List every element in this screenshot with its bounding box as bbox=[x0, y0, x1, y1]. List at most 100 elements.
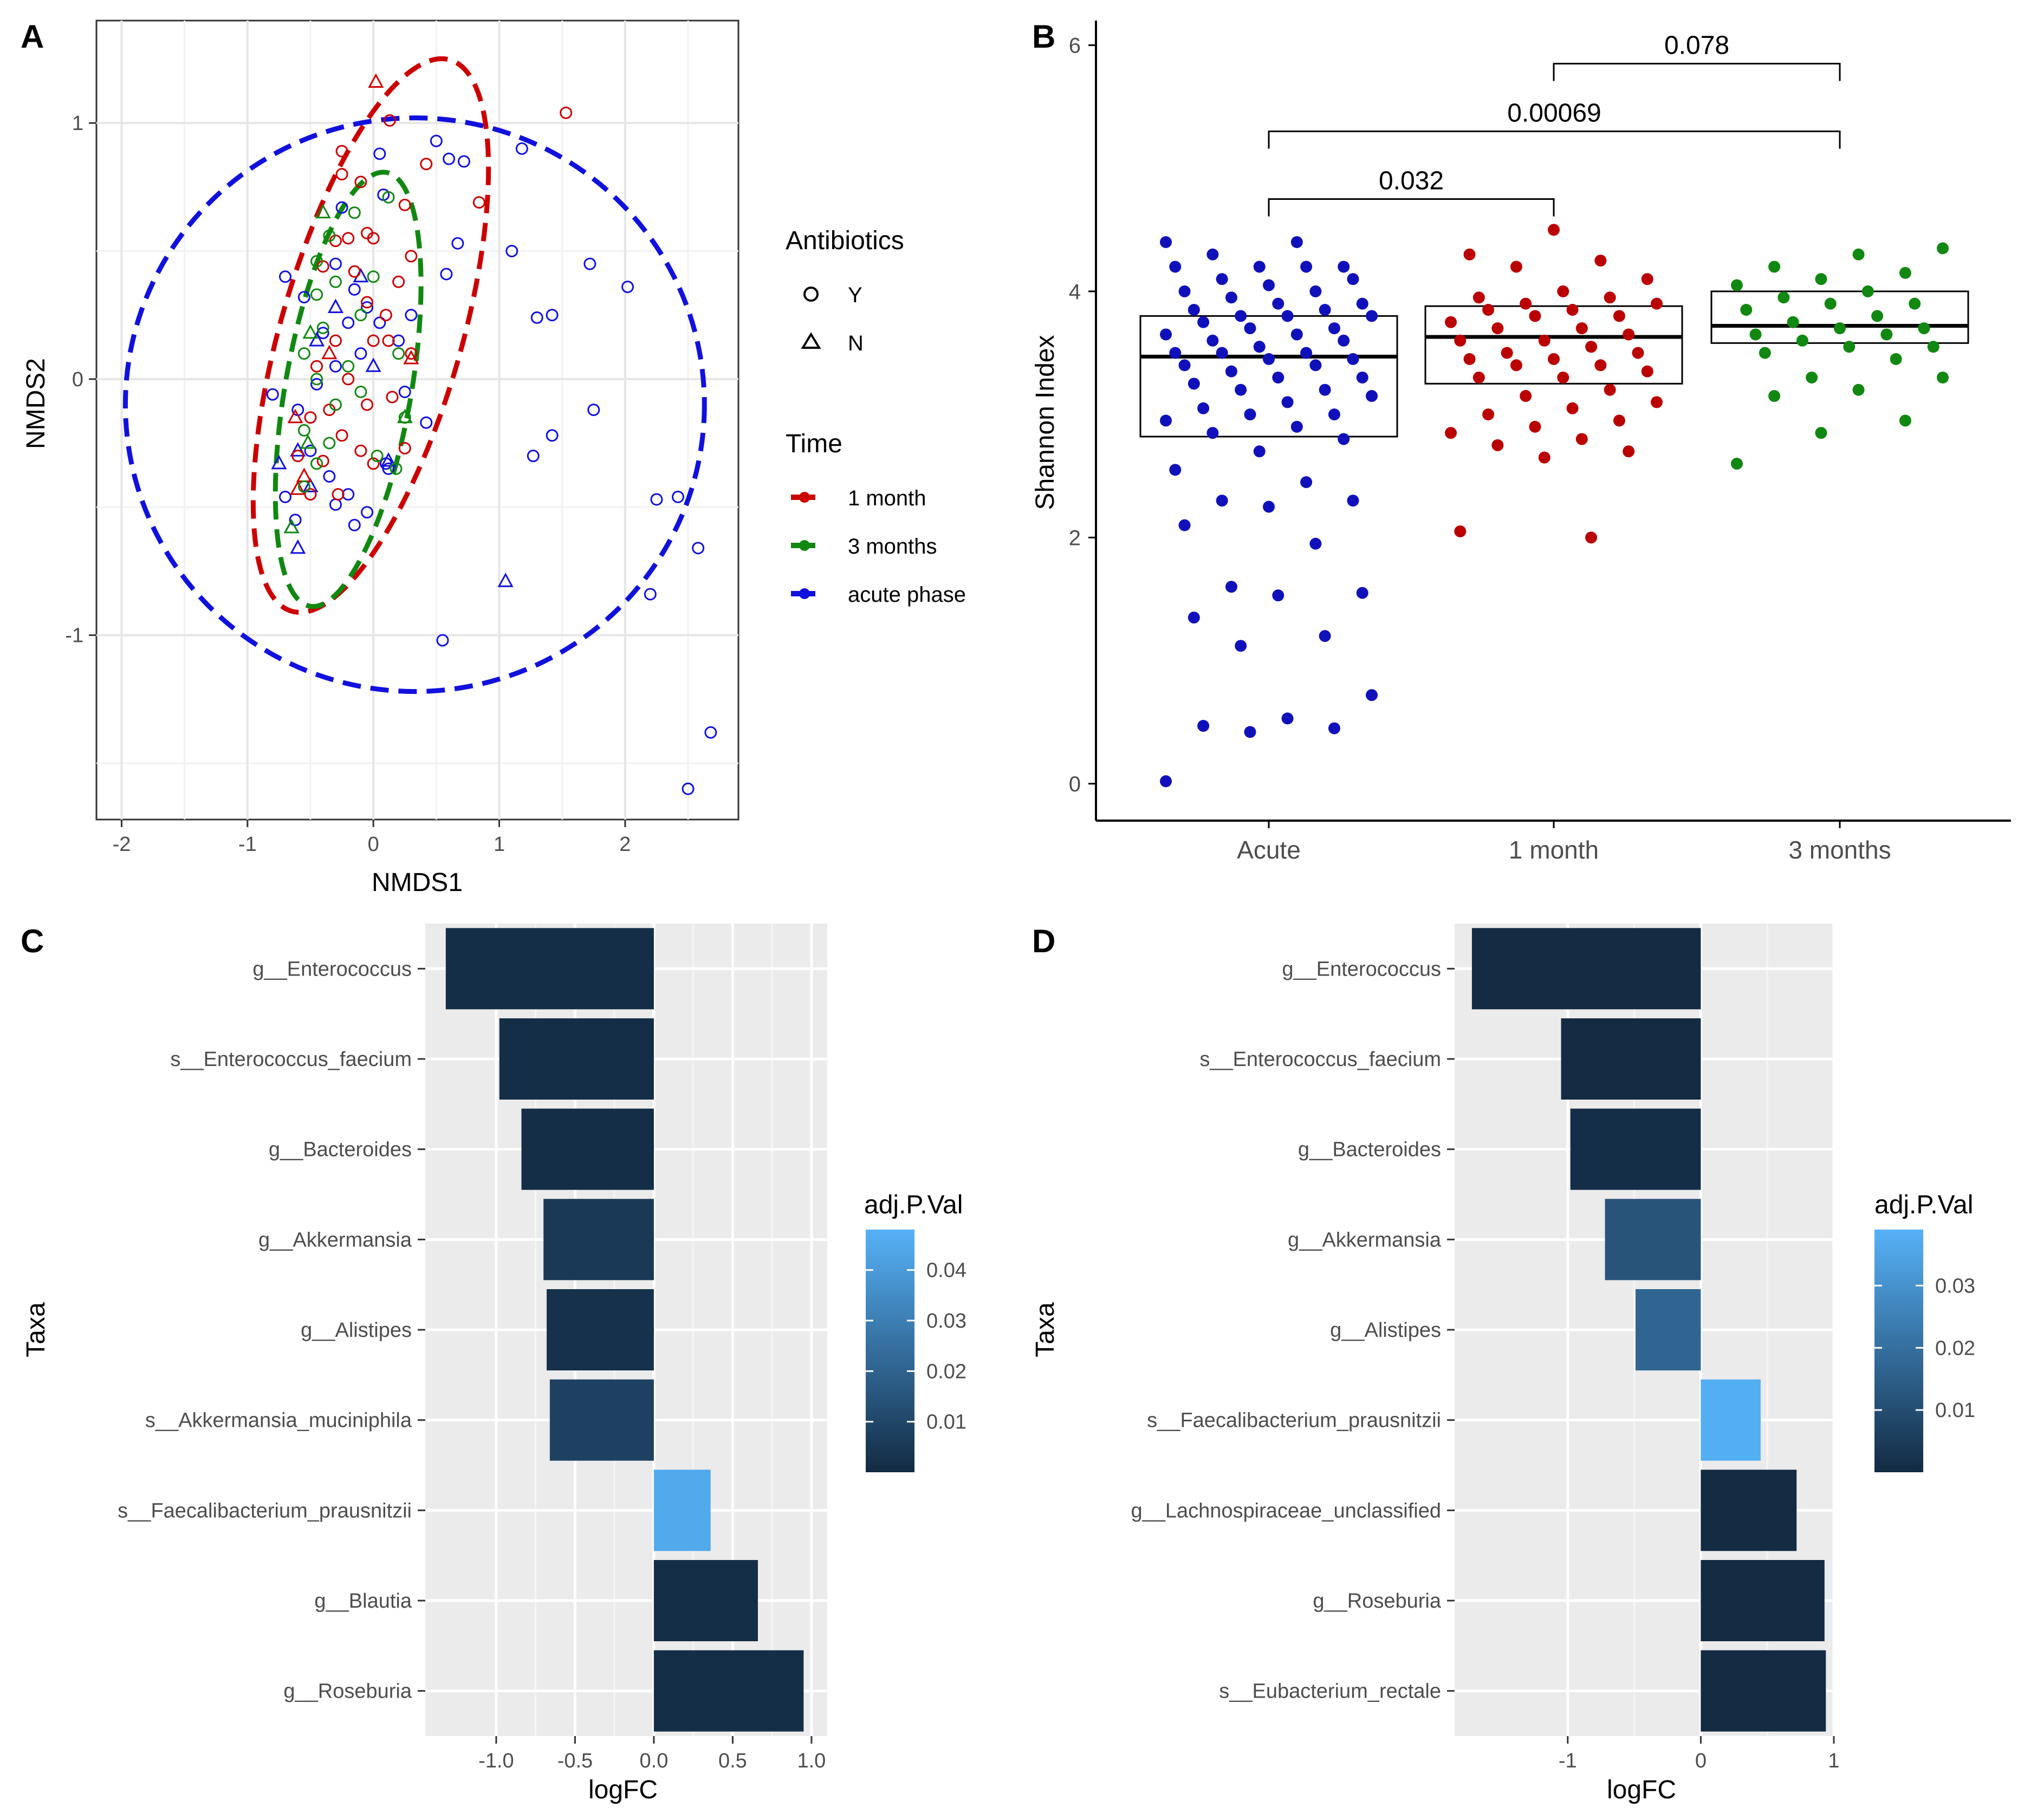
comparison-pvalue: 0.00069 bbox=[1507, 99, 1601, 128]
point-circle-acute-phase bbox=[546, 429, 559, 442]
y-tick-label: s__Akkermansia_muciniphila bbox=[145, 1409, 412, 1432]
panel-a-xlabel: NMDS1 bbox=[372, 868, 463, 897]
point-circle-acute-phase bbox=[505, 244, 518, 257]
panel-d-xlabel: logFC bbox=[1607, 1776, 1676, 1804]
y-tick-label: s__Enterococcus_faecium bbox=[1199, 1048, 1441, 1071]
point-circle-acute-phase bbox=[316, 327, 329, 340]
point-circle-3-months bbox=[329, 275, 342, 288]
data-point-3-months bbox=[1731, 279, 1743, 291]
point-circle-3-months bbox=[392, 347, 405, 360]
point-circle-3-months bbox=[390, 462, 403, 475]
panel-a-points bbox=[266, 73, 717, 795]
data-point-1-month bbox=[1613, 414, 1625, 427]
data-point-3-months bbox=[1759, 347, 1771, 359]
data-point-1-month bbox=[1566, 402, 1579, 414]
y-tick-label: g__Alistipes bbox=[1330, 1319, 1441, 1342]
legend-time-acute: acute phase bbox=[791, 583, 966, 607]
point-circle-1-month bbox=[342, 232, 355, 245]
box-2 bbox=[1710, 290, 1969, 344]
data-point-Acute bbox=[1356, 297, 1368, 310]
data-point-Acute bbox=[1263, 279, 1275, 291]
point-circle-acute-phase bbox=[436, 634, 449, 647]
bar-g__Akkermansia bbox=[1605, 1199, 1701, 1280]
data-point-1-month bbox=[1641, 365, 1653, 378]
data-point-Acute bbox=[1225, 581, 1237, 593]
panel-a-legend: Antibiotics Y N Time 1 month 3 months ac… bbox=[786, 226, 966, 607]
point-circle-acute-phase bbox=[704, 726, 717, 739]
data-point-1-month bbox=[1651, 396, 1663, 408]
point-triangle-3-months bbox=[397, 408, 413, 424]
legend-triangle-shape bbox=[801, 332, 821, 349]
point-triangle-1-month bbox=[287, 408, 303, 424]
panel-c-ylabel: Taxa bbox=[22, 1302, 50, 1357]
point-circle-acute-phase bbox=[382, 462, 395, 475]
y-tick-label: 4 bbox=[1069, 280, 1081, 304]
data-point-1-month bbox=[1454, 334, 1467, 347]
data-point-1-month bbox=[1566, 303, 1579, 316]
panel-a-plot-area bbox=[95, 20, 739, 821]
data-point-Acute bbox=[1169, 347, 1182, 359]
x-tick-label: 1 bbox=[1828, 1750, 1839, 1772]
data-point-Acute bbox=[1366, 390, 1378, 402]
point-triangle-1-month bbox=[321, 344, 338, 360]
data-point-1-month bbox=[1585, 341, 1598, 353]
data-point-1-month bbox=[1463, 353, 1476, 365]
data-point-Acute bbox=[1309, 537, 1322, 550]
x-tick-label: 2 bbox=[619, 833, 631, 856]
data-point-Acute bbox=[1347, 353, 1359, 365]
point-circle-acute-phase bbox=[266, 388, 279, 401]
point-triangle-3-months bbox=[302, 324, 319, 339]
point-circle-acute-phase bbox=[398, 385, 411, 398]
point-circle-acute-phase bbox=[354, 347, 367, 360]
point-circle-1-month bbox=[304, 411, 317, 424]
colorbar-tick-label: 0.03 bbox=[926, 1310, 966, 1332]
data-point-Acute bbox=[1206, 248, 1219, 261]
point-circle-acute-phase bbox=[443, 152, 456, 165]
point-circle-1-month bbox=[405, 250, 418, 263]
data-point-3-months bbox=[1909, 297, 1921, 310]
data-point-Acute bbox=[1160, 775, 1172, 788]
point-circle-1-month bbox=[335, 429, 348, 442]
data-point-3-months bbox=[1824, 297, 1837, 310]
y-tick-label: g__Enterococcus bbox=[1282, 958, 1441, 980]
x-tick-label: 1 month bbox=[1509, 836, 1599, 864]
data-point-3-months bbox=[1899, 414, 1911, 427]
x-tick-label: Acute bbox=[1237, 836, 1301, 864]
data-point-Acute bbox=[1216, 273, 1228, 285]
panel-d-logfc: -1 0 1 g__Enterococcus s__Enterococcus_faeci… bbox=[1031, 924, 1975, 1804]
panel-b-comparisons: 0.032 0.00069 0.078 bbox=[1268, 31, 1841, 217]
data-point-Acute bbox=[1309, 285, 1322, 297]
point-circle-1-month bbox=[560, 106, 573, 119]
data-point-3-months bbox=[1815, 427, 1827, 439]
point-circle-1-month bbox=[348, 265, 361, 278]
point-circle-1-month bbox=[354, 176, 367, 188]
panel-a-ylabel: NMDS2 bbox=[22, 358, 50, 449]
point-circle-acute-phase bbox=[348, 283, 361, 296]
data-point-3-months bbox=[1740, 303, 1753, 316]
point-circle-1-month bbox=[472, 196, 485, 209]
data-point-3-months bbox=[1768, 390, 1781, 402]
colorbar-tick-label: 0.03 bbox=[1935, 1275, 1975, 1297]
legend-time-acute-label: acute phase bbox=[848, 583, 966, 607]
data-point-Acute bbox=[1300, 476, 1313, 489]
y-tick-label: g__Lachnospiraceae_unclassified bbox=[1131, 1499, 1441, 1522]
point-triangle-acute-phase bbox=[290, 539, 306, 554]
legend-time-3-months: 3 months bbox=[791, 535, 937, 558]
bar-g__Blautia bbox=[653, 1560, 758, 1641]
data-point-Acute bbox=[1290, 420, 1303, 433]
point-triangle-acute-phase bbox=[302, 478, 319, 492]
data-point-Acute bbox=[1309, 359, 1322, 372]
panel-a-axes: -2 -1 0 1 2 -1 0 1 bbox=[65, 112, 631, 856]
panel-label-a: A bbox=[21, 18, 44, 55]
x-tick-label: 3 months bbox=[1788, 836, 1891, 864]
data-point-1-month bbox=[1482, 408, 1495, 421]
data-point-Acute bbox=[1160, 414, 1172, 427]
point-triangle-acute-phase bbox=[309, 332, 325, 347]
comparison-pvalue: 0.032 bbox=[1379, 166, 1444, 195]
bar-s__Enterococcus_faecium bbox=[499, 1018, 654, 1100]
point-circle-acute-phase bbox=[650, 493, 663, 506]
point-circle-3-months bbox=[310, 373, 323, 386]
comparison-pvalue: 0.078 bbox=[1664, 31, 1729, 60]
data-point-Acute bbox=[1319, 384, 1331, 396]
data-point-Acute bbox=[1328, 408, 1340, 421]
